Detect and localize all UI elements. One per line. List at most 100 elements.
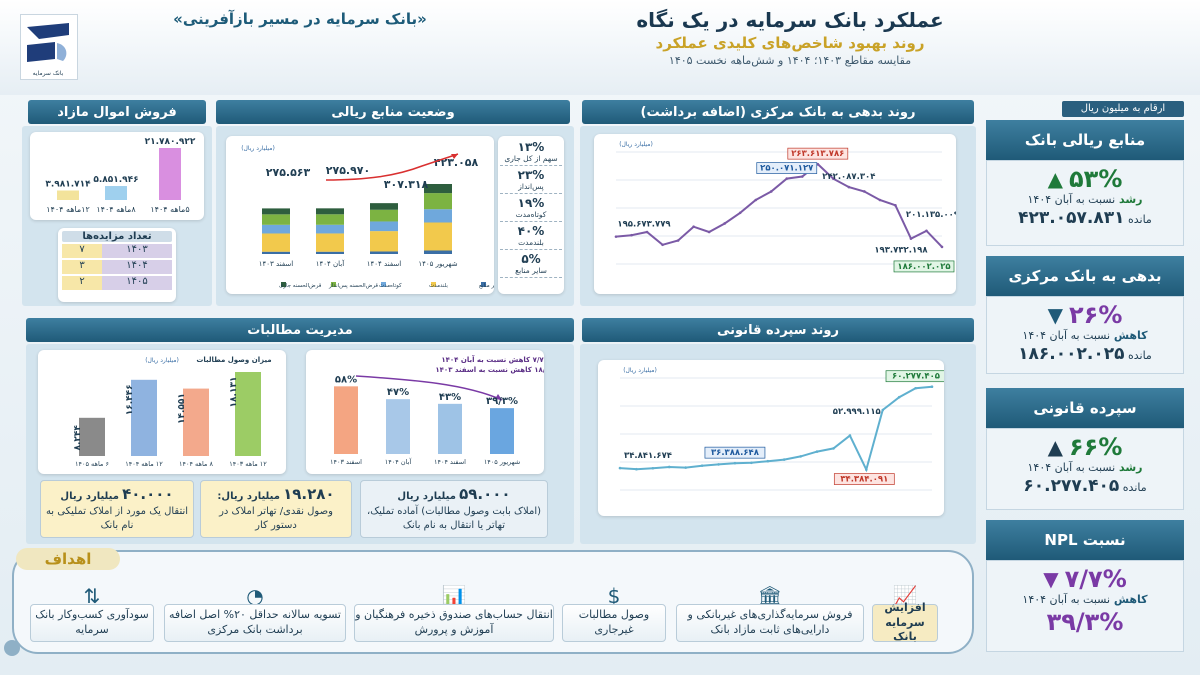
funds-bar-segment <box>262 251 290 254</box>
claims-bar <box>183 388 209 456</box>
claims-box-1-text: (املاک بابت وصول مطالبات) آماده تملیک، ت… <box>366 506 541 531</box>
claims-value-label: ۱۴.۵۵۱ <box>177 393 187 424</box>
data-point <box>630 233 633 237</box>
funds-bar-segment <box>262 208 290 215</box>
cb-svg-unit: (میلیارد ریال) <box>619 141 653 148</box>
funds-share-label: پس‌انداز <box>500 182 562 194</box>
data-point <box>750 461 753 465</box>
assets-bar <box>105 186 127 200</box>
data-point <box>897 395 901 399</box>
kpi-remain-value-2: ۶۰.۲۷۷.۴۰۵ <box>1023 476 1120 496</box>
claims-panel-header: مدیریت مطالبات <box>26 318 574 342</box>
funds-bar-segment <box>424 184 452 194</box>
kpi-label-2: رشد <box>1115 461 1143 474</box>
claims-value-label: ۸.۲۴۴ <box>73 425 83 451</box>
funds-legend-swatch <box>281 282 286 287</box>
data-point <box>769 190 773 193</box>
claims-box-3-amount: ۴۰.۰۰۰ <box>122 485 174 503</box>
value-label: ۵۲.۹۹۹.۱۱۵ <box>833 407 881 417</box>
funds-share-pct: ۵% <box>521 252 541 266</box>
assets-chart-card: ۲۱.۷۸۰.۹۲۲ ۵ماهه ۱۴۰۴ ۵.۸۵۱.۹۴۶ ۸ماهه ۱۴۰۴ ۳… <box>30 132 204 220</box>
npl-category-label: اسفند ۱۴۰۴ <box>434 458 466 466</box>
goal-item: افزایش سرمایه بانک <box>872 601 938 643</box>
dollar-icon: $ <box>607 584 621 608</box>
data-point <box>881 408 885 412</box>
funds-category-label: شهریور ۱۴۰۵ <box>418 260 457 268</box>
auction-year: ۱۴۰۵ <box>102 276 172 290</box>
kpi-pct-0: ۵۳% <box>1069 165 1123 193</box>
legal-svg-series-line <box>619 385 933 473</box>
kpi-header-3: نسبت NPL <box>986 520 1184 560</box>
kpi-line-text-0: نسبت به آبان ۱۴۰۴ <box>1027 193 1116 206</box>
data-point <box>832 177 835 180</box>
funds-bar-segment <box>262 214 290 225</box>
value-label: ۶۰.۲۷۷.۴۰۵ <box>892 372 940 382</box>
claims-box-1: ۵۹.۰۰۰ میلیارد ریال (املاک بابت وصول مطا… <box>360 480 548 538</box>
goal-item: انتقال حساب‌های صندوق ذخیره فرهنگیان و آ… <box>354 604 554 642</box>
npl-note-2: ۱۸/۷% کاهش نسبت به اسفند ۱۴۰۳ <box>435 366 544 374</box>
cb-svg-series-line <box>615 162 943 248</box>
data-point <box>733 461 737 465</box>
cb-chart-card: (میلیارد ریال) ۱۹۵.۶۷۳.۷۷۹ ۲۵۰.۰۷۱.۱۲۷ ۲۶۳.… <box>594 134 960 294</box>
kpi-line-text-1: نسبت به آبان ۱۴۰۴ <box>1022 329 1111 342</box>
kpi-line-3: کاهش نسبت به آبان ۱۴۰۴ <box>987 593 1183 606</box>
data-point <box>614 235 618 238</box>
data-point <box>707 230 711 234</box>
data-point <box>940 245 944 249</box>
claims-chart-title: میزان وصول مطالبات <box>196 356 271 364</box>
logo-mark-icon: بانک سرمایه <box>27 23 69 77</box>
kpi-remain-label-2: مانده <box>1119 481 1147 494</box>
claims-chart: میزان وصول مطالبات (میلیارد ریال) ۱۸.۱۳۱ ۱۲… <box>73 356 272 468</box>
data-point <box>723 222 726 225</box>
sort-icon: ⇅ <box>83 584 101 608</box>
funds-bar-segment <box>262 224 290 234</box>
auction-year: ۱۴۰۳ <box>102 244 172 258</box>
arrow-down-icon: ▼ <box>1043 567 1059 591</box>
auctions-title: تعداد مزایده‌ها <box>62 231 172 242</box>
kpi-remain-row-2: مانده ۶۰.۲۷۷.۴۰۵ <box>987 476 1183 496</box>
value-label: ۳۶.۳۸۸.۶۴۸ <box>711 448 760 458</box>
data-point <box>785 177 789 180</box>
npl-value-label: ۴۳% <box>439 392 461 403</box>
kpi-body-2: ۶۶% ▲ رشد نسبت به آبان ۱۴۰۴ مانده ۶۰.۲۷۷.۴۰… <box>986 428 1184 510</box>
auctions-card: تعداد مزایده‌ها ۱۴۰۳ ۷ ۱۴۰۴ ۳ ۱۴۰۵ ۲ <box>58 228 176 302</box>
npl-bar <box>490 408 514 454</box>
claims-box-2-unit: میلیارد ریال: <box>217 491 280 502</box>
data-point <box>700 464 704 467</box>
auction-count: ۷ <box>62 244 102 258</box>
funds-legend-swatch <box>481 282 486 287</box>
data-point <box>692 225 695 228</box>
kpi-remain-value-1: ۱۸۶.۰۰۲.۰۲۵ <box>1018 344 1125 364</box>
kpi-line-text-2: نسبت به آبان ۱۴۰۴ <box>1027 461 1116 474</box>
data-point <box>766 459 770 463</box>
legal-svg-unit: (میلیارد ریال) <box>623 367 657 374</box>
claims-bar <box>131 379 157 456</box>
funds-legend-label: قرض‌الحسنه پس‌انداز <box>328 283 378 289</box>
funds-legend-swatch <box>331 282 336 287</box>
data-point <box>865 468 868 471</box>
claims-value-label: ۱۸.۱۳۱ <box>229 377 239 408</box>
cb-chart: (میلیارد ریال) ۱۹۵.۶۷۳.۷۷۹ ۲۵۰.۰۷۱.۱۲۷ ۲۶۳.… <box>614 141 960 273</box>
data-point <box>799 455 802 458</box>
kpi-remain-row-1: مانده ۱۸۶.۰۰۲.۰۲۵ <box>987 344 1183 364</box>
claims-box-2: ۱۹.۲۸۰ میلیارد ریال: وصول نقدی/ تهاتر ام… <box>200 480 352 538</box>
goals-title: اهداف <box>16 548 120 570</box>
npl-bar <box>334 386 358 454</box>
page-subtitle: روند بهبود شاخص‌های کلیدی عملکرد <box>655 34 925 52</box>
npl-chart-card: ۷/۷% کاهش نسبت به آبان ۱۴۰۴ ۱۸/۷% کاهش نس… <box>306 350 557 474</box>
claims-box-3-unit: میلیارد ریال <box>60 491 119 502</box>
goals-frame-dot <box>4 640 20 656</box>
funds-bar-segment <box>262 233 290 252</box>
arrow-up-icon <box>451 154 458 159</box>
claims-box-1-amount: ۵۹.۰۰۰ <box>459 485 511 503</box>
funds-legend-swatch <box>381 282 386 287</box>
funds-category-label: اسفند ۱۴۰۴ <box>367 260 401 268</box>
funds-bar-segment <box>370 203 398 210</box>
data-point <box>717 463 720 466</box>
funds-legend-label: سایر منابع <box>479 283 494 289</box>
data-point <box>635 467 638 471</box>
data-point <box>863 190 866 193</box>
kpi-pct-3: ۷/۷% <box>1064 565 1127 593</box>
value-tag-box <box>756 162 818 174</box>
npl-note-1: ۷/۷% کاهش نسبت به آبان ۱۴۰۴ <box>441 355 544 364</box>
